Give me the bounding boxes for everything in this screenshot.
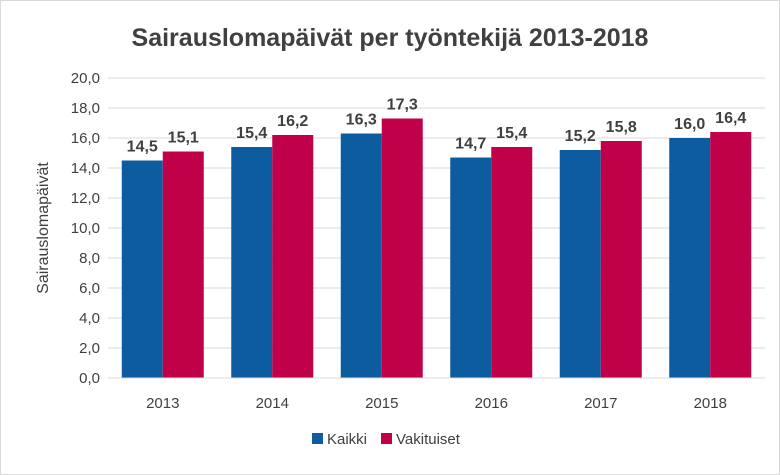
x-tick-label: 2017 xyxy=(584,395,617,412)
bar-vakituiset-2016 xyxy=(491,147,533,378)
legend-swatch xyxy=(381,433,393,444)
data-label: 16,3 xyxy=(346,112,377,129)
x-tick-label: 2016 xyxy=(475,395,508,412)
legend: Kaikki Vakituiset xyxy=(312,431,461,448)
y-tick-label: 6,0 xyxy=(79,280,100,297)
y-tick-label: 14,0 xyxy=(71,160,100,177)
legend-label: Kaikki xyxy=(327,431,367,448)
gridlines xyxy=(108,77,765,349)
y-tick-label: 12,0 xyxy=(71,190,100,207)
data-labels: 14,5 15,1 15,4 16,2 16,3 17,3 14,7 15,4 15,2 15,8… xyxy=(127,97,747,156)
bar-vakituiset-2013 xyxy=(162,151,204,378)
bar-kaikki-2017 xyxy=(559,150,601,378)
chart-title: Sairauslomapäivät per työntekijä 2013-20… xyxy=(132,24,649,52)
data-label: 15,1 xyxy=(168,130,199,147)
bar-vakituiset-2014 xyxy=(272,135,314,378)
data-label: 15,4 xyxy=(236,125,267,142)
data-label: 15,4 xyxy=(496,125,527,142)
y-tick-label: 8,0 xyxy=(79,250,100,267)
y-tick-label: 0,0 xyxy=(79,370,100,387)
y-tick-label: 4,0 xyxy=(79,310,100,327)
bars xyxy=(121,118,752,378)
y-tick-label: 16,0 xyxy=(71,130,100,147)
data-label: 14,5 xyxy=(127,139,158,156)
data-label: 16,0 xyxy=(674,116,705,133)
bar-kaikki-2015 xyxy=(340,133,382,378)
bar-vakituiset-2018 xyxy=(710,132,752,378)
y-axis-ticks: 0,0 2,0 4,0 6,0 8,0 10,0 12,0 14,0 16,0 18,0 20,0 xyxy=(71,70,100,387)
bar-kaikki-2013 xyxy=(121,160,163,378)
x-tick-label: 2015 xyxy=(365,395,398,412)
data-label: 16,2 xyxy=(277,113,308,130)
y-tick-label: 10,0 xyxy=(71,220,100,237)
y-tick-label: 2,0 xyxy=(79,340,100,357)
legend-label: Vakituiset xyxy=(396,431,461,448)
data-label: 17,3 xyxy=(387,97,418,114)
data-label: 14,7 xyxy=(455,136,486,153)
bar-kaikki-2018 xyxy=(669,138,711,378)
bar-kaikki-2014 xyxy=(231,147,273,378)
legend-swatch xyxy=(312,433,323,444)
x-tick-label: 2014 xyxy=(256,395,289,412)
bar-vakituiset-2015 xyxy=(381,118,423,378)
data-label: 15,8 xyxy=(606,119,637,136)
data-label: 15,2 xyxy=(565,128,596,145)
bar-kaikki-2016 xyxy=(450,157,492,378)
data-label: 16,4 xyxy=(715,110,746,127)
x-tick-label: 2018 xyxy=(694,395,727,412)
x-tick-label: 2013 xyxy=(146,395,179,412)
y-tick-label: 18,0 xyxy=(71,100,100,117)
x-axis-ticks: 2013 2014 2015 2016 2017 2018 xyxy=(146,395,727,412)
bar-vakituiset-2017 xyxy=(600,141,642,378)
y-axis-label: Sairauslomapäivät xyxy=(35,162,52,294)
y-tick-label: 20,0 xyxy=(71,70,100,87)
